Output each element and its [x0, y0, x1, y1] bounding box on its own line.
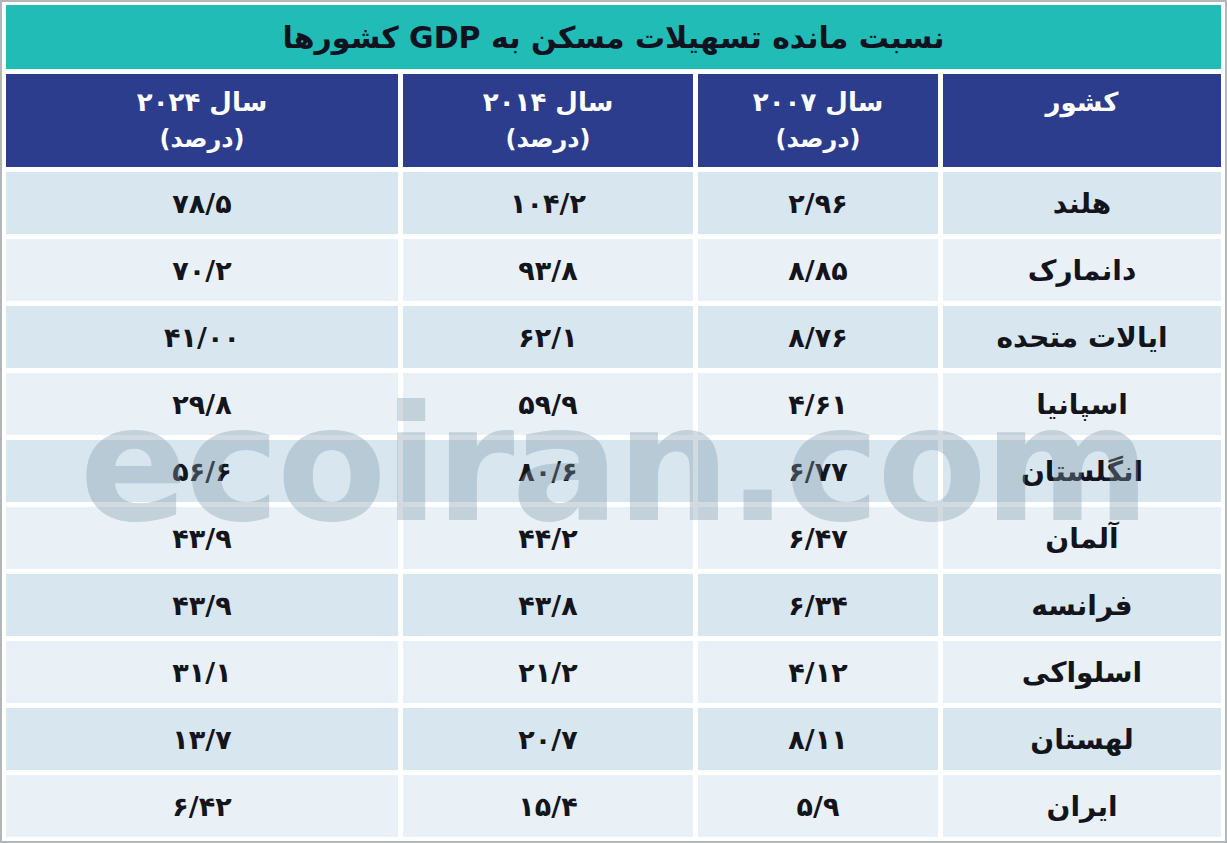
table-row: لهستان ۸/۱۱ ۲۰/۷ ۱۳/۷: [6, 708, 1221, 770]
value-2014-cell: ۲۱/۲: [403, 641, 693, 703]
value-2024-cell: ۷۸/۵: [6, 172, 398, 234]
value-2014-cell: ۴۴/۲: [403, 507, 693, 569]
country-cell: ایالات متحده: [943, 306, 1221, 368]
country-cell: دانمارک: [943, 239, 1221, 301]
table-row: انگلستان ۶/۷۷ ۸۰/۶ ۵۶/۶: [6, 440, 1221, 502]
value-2024-cell: ۵۶/۶: [6, 440, 398, 502]
header-cell-country: کشور: [943, 74, 1221, 167]
country-cell: لهستان: [943, 708, 1221, 770]
value-2024-cell: ۶/۴۲: [6, 775, 398, 837]
table-row: ایران ۵/۹ ۱۵/۴ ۶/۴۲: [6, 775, 1221, 837]
header-2014-sub: (درصد): [505, 121, 590, 158]
value-2007-cell: ۶/۴۷: [698, 507, 938, 569]
country-cell: انگلستان: [943, 440, 1221, 502]
table-title: نسبت مانده تسهیلات مسکن به GDP کشورها: [6, 5, 1221, 69]
value-2007-cell: ۴/۶۱: [698, 373, 938, 435]
table-row: دانمارک ۸/۸۵ ۹۳/۸ ۷۰/۲: [6, 239, 1221, 301]
value-2024-cell: ۴۳/۹: [6, 507, 398, 569]
value-2024-cell: ۲۹/۸: [6, 373, 398, 435]
table-row: اسلواکی ۴/۱۲ ۲۱/۲ ۳۱/۱: [6, 641, 1221, 703]
value-2014-cell: ۵۹/۹: [403, 373, 693, 435]
value-2024-cell: ۷۰/۲: [6, 239, 398, 301]
value-2014-cell: ۲۰/۷: [403, 708, 693, 770]
value-2007-cell: ۵/۹: [698, 775, 938, 837]
table-row: آلمان ۶/۴۷ ۴۴/۲ ۴۳/۹: [6, 507, 1221, 569]
value-2014-cell: ۴۳/۸: [403, 574, 693, 636]
value-2014-cell: ۱۰۴/۲: [403, 172, 693, 234]
value-2007-cell: ۸/۸۵: [698, 239, 938, 301]
country-cell: فرانسه: [943, 574, 1221, 636]
country-cell: آلمان: [943, 507, 1221, 569]
table-row: ایالات متحده ۸/۷۶ ۶۲/۱ ۴۱/۰۰: [6, 306, 1221, 368]
table-row: فرانسه ۶/۳۴ ۴۳/۸ ۴۳/۹: [6, 574, 1221, 636]
header-2007-sub: (درصد): [775, 121, 860, 158]
country-cell: اسلواکی: [943, 641, 1221, 703]
value-2024-cell: ۳۱/۱: [6, 641, 398, 703]
value-2024-cell: ۱۳/۷: [6, 708, 398, 770]
value-2014-cell: ۸۰/۶: [403, 440, 693, 502]
header-cell-2024: سال ۲۰۲۴ (درصد): [6, 74, 398, 167]
header-2007-label: سال ۲۰۰۷: [753, 84, 883, 121]
value-2007-cell: ۲/۹۶: [698, 172, 938, 234]
housing-gdp-table: نسبت مانده تسهیلات مسکن به GDP کشورها کش…: [0, 0, 1227, 843]
header-cell-2007: سال ۲۰۰۷ (درصد): [698, 74, 938, 167]
value-2007-cell: ۴/۱۲: [698, 641, 938, 703]
country-cell: ایران: [943, 775, 1221, 837]
value-2014-cell: ۱۵/۴: [403, 775, 693, 837]
value-2014-cell: ۹۳/۸: [403, 239, 693, 301]
header-2024-label: سال ۲۰۲۴: [137, 84, 267, 121]
table-header-row: کشور سال ۲۰۰۷ (درصد) سال ۲۰۱۴ (درصد) سال…: [6, 74, 1221, 167]
header-2024-sub: (درصد): [159, 121, 244, 158]
table-row: اسپانیا ۴/۶۱ ۵۹/۹ ۲۹/۸: [6, 373, 1221, 435]
value-2007-cell: ۶/۷۷: [698, 440, 938, 502]
value-2024-cell: ۴۳/۹: [6, 574, 398, 636]
table-row: هلند ۲/۹۶ ۱۰۴/۲ ۷۸/۵: [6, 172, 1221, 234]
header-2014-label: سال ۲۰۱۴: [483, 84, 613, 121]
value-2014-cell: ۶۲/۱: [403, 306, 693, 368]
header-cell-2014: سال ۲۰۱۴ (درصد): [403, 74, 693, 167]
country-cell: هلند: [943, 172, 1221, 234]
value-2007-cell: ۶/۳۴: [698, 574, 938, 636]
value-2007-cell: ۸/۱۱: [698, 708, 938, 770]
value-2024-cell: ۴۱/۰۰: [6, 306, 398, 368]
header-country-label: کشور: [1046, 84, 1119, 121]
value-2007-cell: ۸/۷۶: [698, 306, 938, 368]
country-cell: اسپانیا: [943, 373, 1221, 435]
